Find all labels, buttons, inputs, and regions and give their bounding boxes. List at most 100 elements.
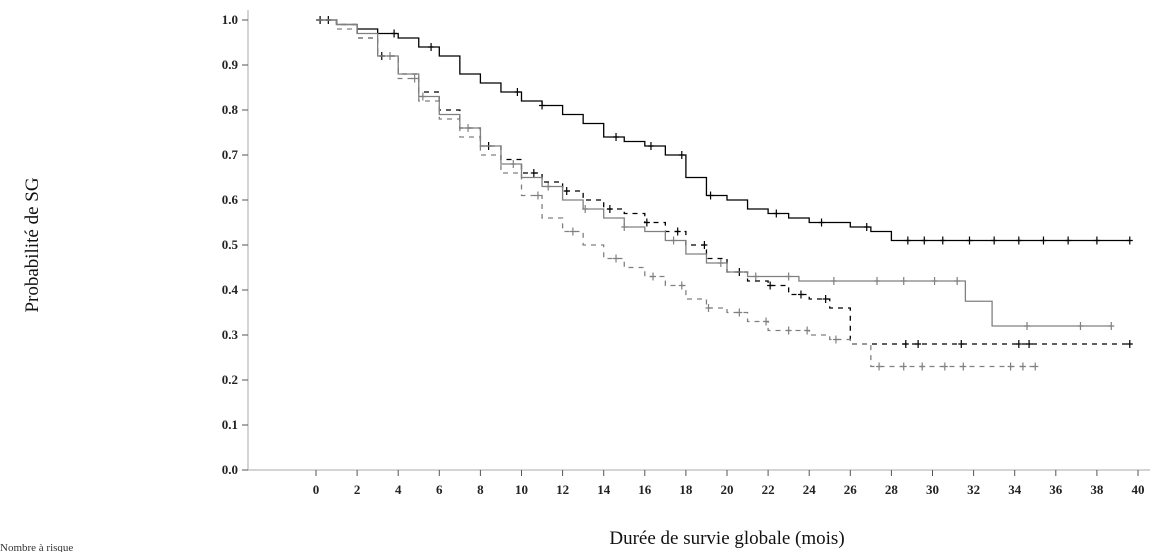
censor-mark — [763, 317, 770, 326]
censor-mark — [876, 362, 883, 371]
censor-mark — [902, 340, 909, 348]
censor-mark — [1024, 322, 1031, 330]
censor-mark — [958, 340, 965, 348]
censor-mark — [534, 191, 541, 200]
survival-curve-4 — [316, 19, 1036, 368]
censor-mark — [919, 362, 926, 371]
x-tick-label: 16 — [638, 482, 652, 497]
censor-mark — [1093, 236, 1100, 245]
censor-mark — [921, 236, 928, 245]
censor-mark — [539, 101, 546, 110]
censor-mark — [1026, 340, 1033, 348]
x-tick-label: 34 — [1008, 482, 1022, 497]
censor-mark — [1032, 362, 1039, 371]
censor-mark — [1065, 236, 1072, 245]
y-tick-label: 0.5 — [222, 237, 239, 252]
censor-mark — [678, 151, 685, 159]
censor-mark — [966, 236, 973, 245]
censor-mark — [773, 209, 780, 218]
censor-mark — [767, 281, 774, 290]
x-tick-label: 18 — [679, 482, 693, 497]
censor-mark — [717, 259, 724, 267]
censor-mark — [613, 254, 620, 263]
censor-mark — [563, 187, 570, 195]
censor-mark — [613, 133, 620, 141]
x-tick-label: 40 — [1132, 482, 1145, 497]
x-tick-label: 0 — [313, 482, 320, 497]
censor-mark — [863, 223, 870, 231]
x-tick-label: 10 — [515, 482, 528, 497]
censor-mark — [411, 74, 418, 83]
censor-mark — [606, 205, 613, 213]
censor-mark — [904, 236, 911, 245]
y-tick-label: 0.1 — [222, 417, 238, 432]
x-tick-label: 14 — [597, 482, 611, 497]
censor-mark — [991, 236, 998, 245]
survival-curve-2 — [316, 19, 1130, 345]
censor-mark — [545, 182, 552, 191]
censor-mark — [752, 272, 759, 281]
x-tick-label: 30 — [926, 482, 939, 497]
axes-group — [242, 10, 1150, 476]
censor-mark — [1040, 236, 1047, 245]
survival-curve-1 — [316, 19, 1130, 242]
censor-mark — [465, 124, 472, 132]
censor-mark — [670, 236, 677, 245]
tick-labels-group: 0.00.10.20.30.40.50.60.70.80.91.00 2 4 6 8 10… — [222, 12, 1145, 497]
censor-mark — [428, 43, 435, 51]
number-at-risk-label: Nombre à risque — [0, 542, 73, 552]
y-tick-label: 0.0 — [222, 462, 238, 477]
censor-mark — [514, 88, 521, 96]
y-tick-label: 0.4 — [222, 282, 239, 297]
censor-mark — [1019, 362, 1026, 371]
y-tick-label: 0.2 — [222, 372, 238, 387]
censor-mark — [582, 205, 589, 213]
x-tick-label: 22 — [762, 482, 775, 497]
censor-mark — [707, 191, 714, 200]
censor-mark — [785, 272, 792, 281]
x-tick-label: 6 — [436, 482, 443, 497]
x-axis-title: Durée de survie globale (mois) — [609, 528, 844, 549]
x-tick-label: 20 — [721, 482, 734, 497]
censor-mark — [1077, 322, 1084, 330]
censor-mark — [391, 29, 398, 38]
censor-mark — [822, 295, 829, 303]
censor-mark — [954, 277, 961, 285]
y-tick-label: 0.7 — [222, 147, 239, 162]
censor-mark — [1007, 362, 1014, 371]
censor-mark — [1015, 340, 1022, 348]
series-group — [316, 16, 1133, 371]
censor-mark — [530, 169, 537, 177]
censor-mark — [643, 218, 650, 227]
y-tick-label: 1.0 — [222, 12, 238, 27]
censor-mark — [804, 326, 811, 335]
censor-mark — [569, 227, 576, 236]
censor-mark — [818, 218, 825, 227]
censor-mark — [900, 277, 907, 285]
x-tick-label: 4 — [395, 482, 402, 497]
censor-mark — [830, 277, 837, 285]
y-axis-title: Probabilité de SG — [22, 177, 43, 312]
censor-mark — [939, 236, 946, 245]
censor-mark — [678, 281, 685, 290]
censor-mark — [510, 160, 517, 168]
censor-mark — [621, 223, 628, 231]
censor-mark — [797, 290, 804, 299]
censor-mark — [736, 308, 743, 317]
censor-mark — [1108, 322, 1115, 330]
censor-mark — [960, 362, 967, 371]
censor-mark — [650, 272, 657, 281]
x-tick-label: 26 — [844, 482, 858, 497]
y-tick-label: 0.9 — [222, 57, 239, 72]
censor-mark — [900, 362, 907, 371]
censor-mark — [941, 362, 948, 371]
censor-mark — [705, 304, 712, 312]
censor-mark — [874, 277, 881, 285]
censor-mark — [832, 335, 839, 344]
x-tick-label: 8 — [477, 482, 484, 497]
censor-mark — [1015, 236, 1022, 245]
censor-mark — [701, 241, 708, 249]
survival-curve-3 — [316, 19, 1112, 327]
censor-mark — [674, 227, 681, 236]
